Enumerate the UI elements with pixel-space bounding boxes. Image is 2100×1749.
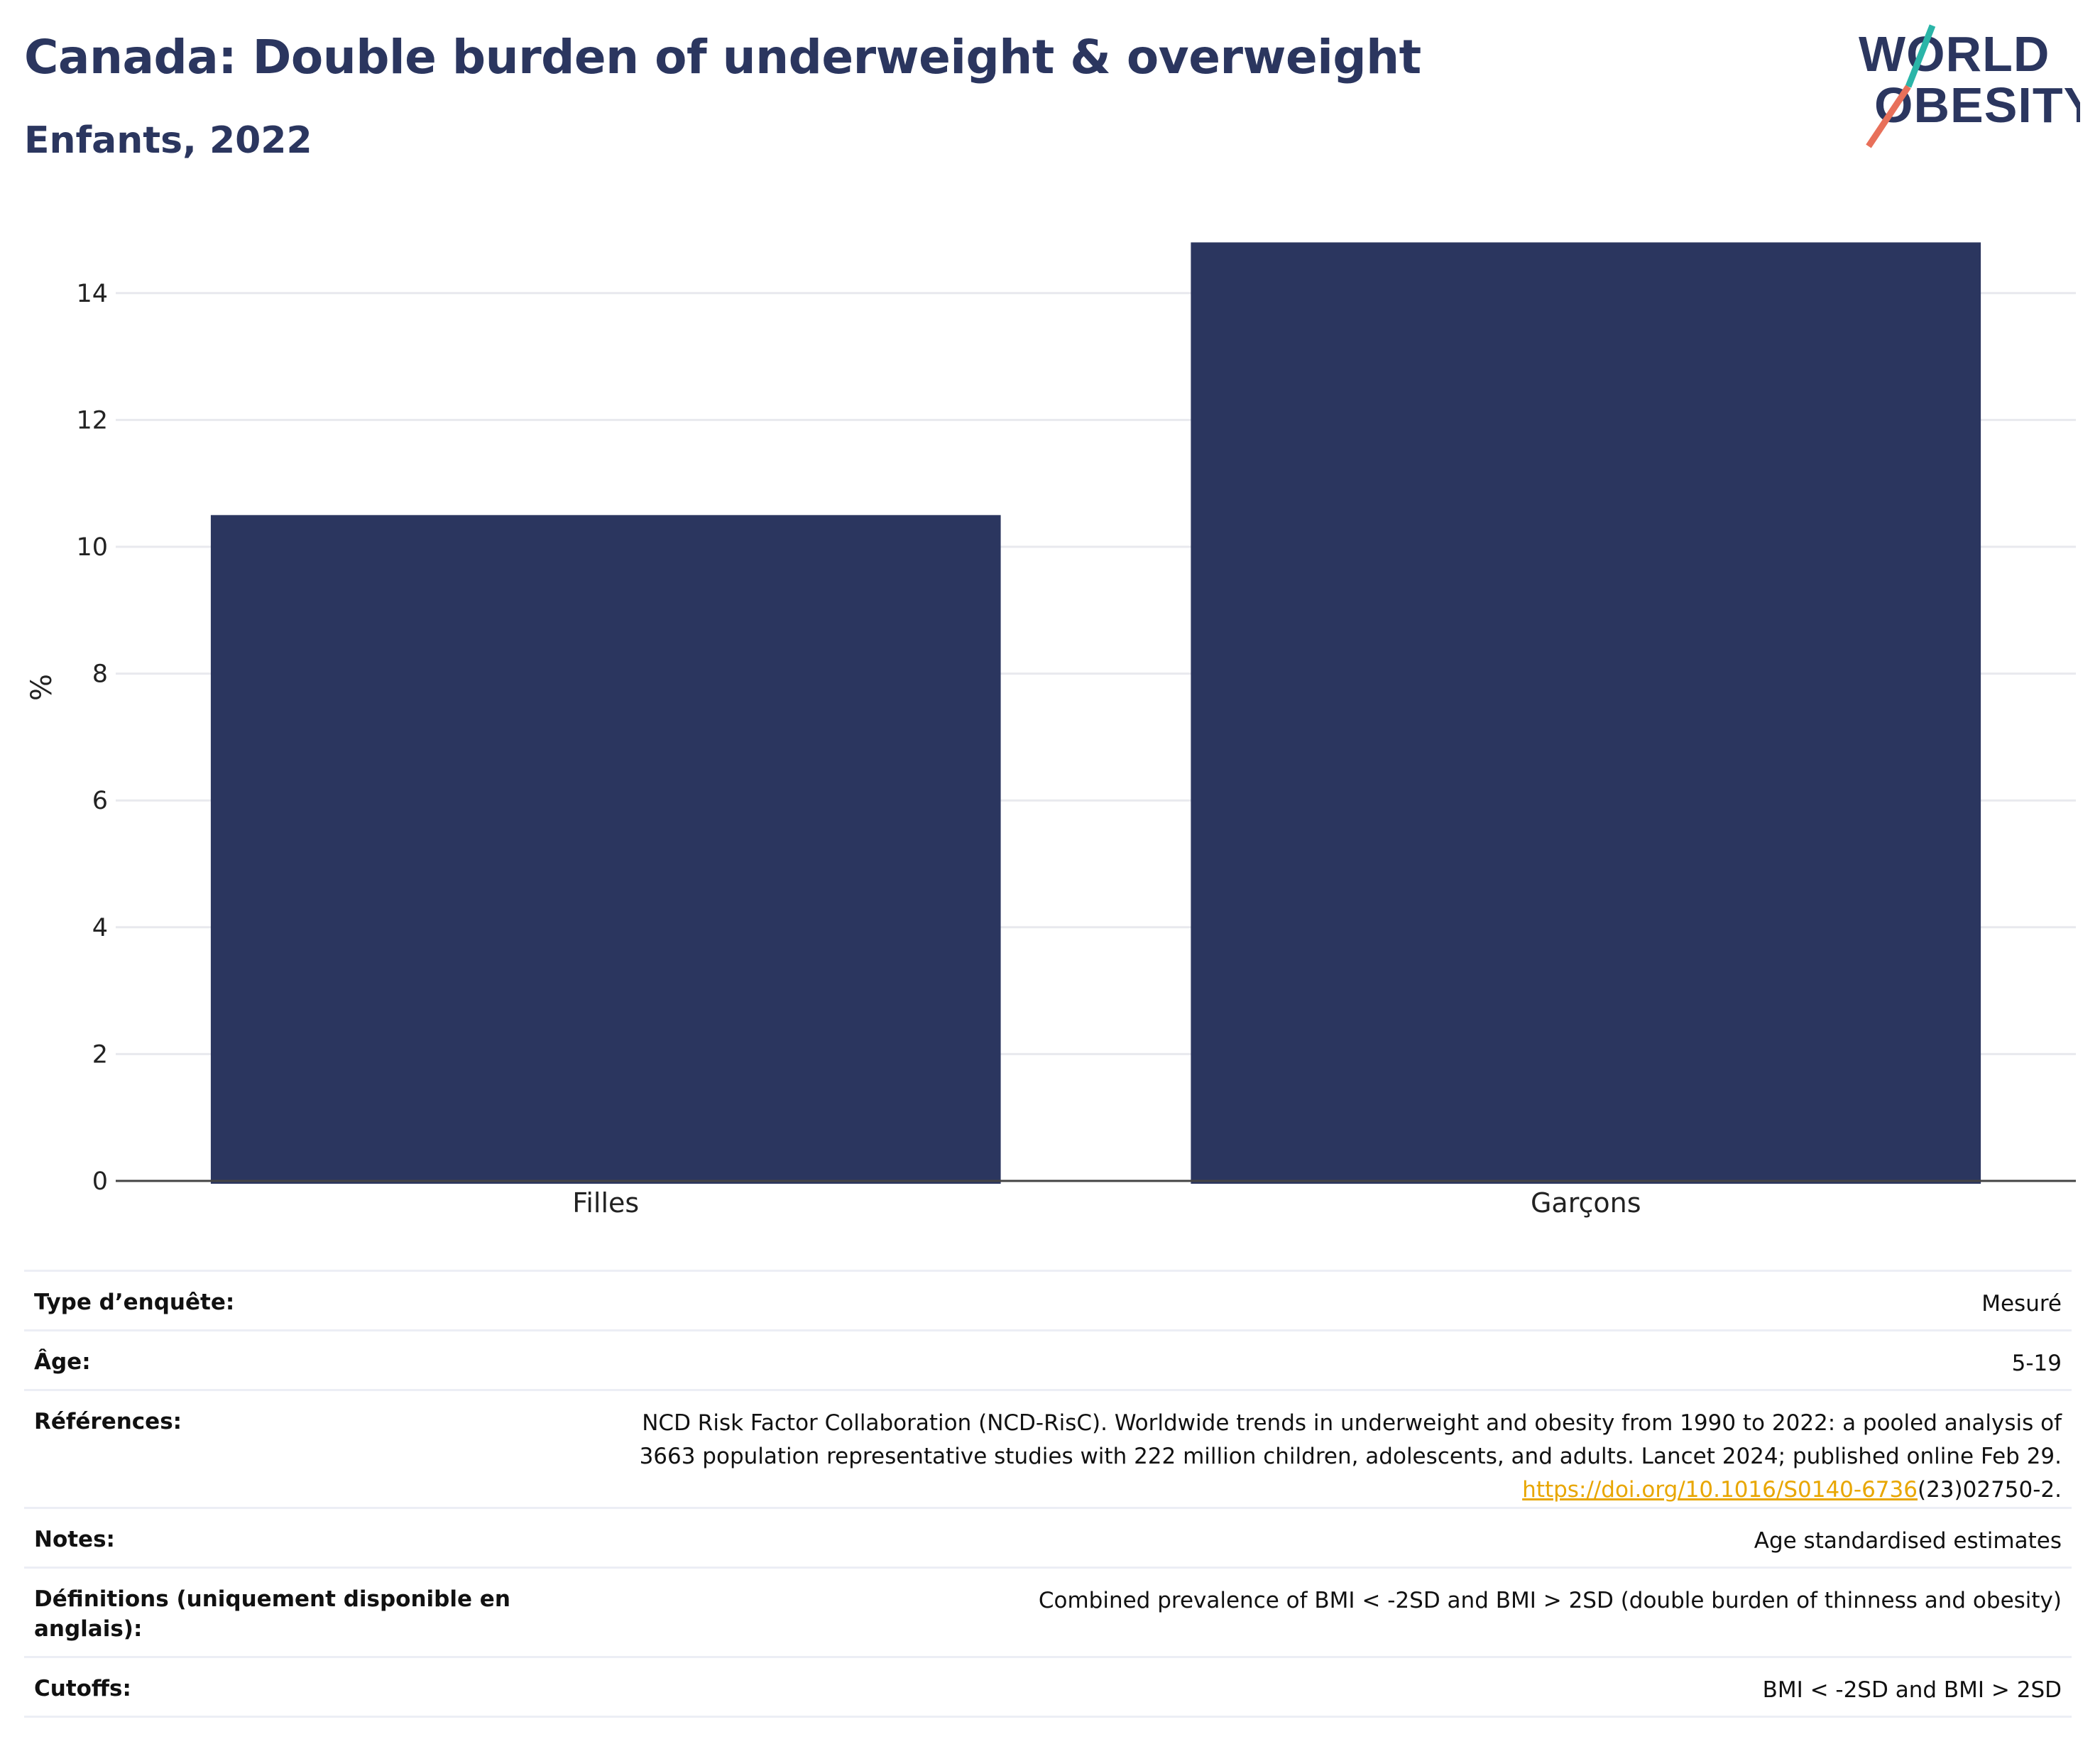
info-key-age: Âge:	[34, 1349, 91, 1375]
info-key-survey-type: Type d’enquête:	[34, 1290, 235, 1315]
bar-garcons[interactable]	[1191, 242, 1981, 1184]
info-row-cutoffs: Cutoffs: BMI < -2SD and BMI > 2SD	[24, 1658, 2072, 1718]
info-row-definitions: Définitions (uniquement disponible en an…	[24, 1569, 2072, 1658]
y-tick-label: 6	[92, 787, 108, 815]
y-tick-label: 12	[76, 406, 108, 435]
info-value-definitions: Combined prevalence of BMI < -2SD and BM…	[1038, 1588, 2062, 1613]
y-axis-title: %	[26, 674, 58, 701]
info-key-cutoffs: Cutoffs:	[34, 1676, 131, 1701]
reference-line-3: https://doi.org/10.1016/S0140-6736(23)02…	[640, 1473, 2062, 1507]
logo-slash-bottom	[1866, 85, 1911, 148]
info-value-notes: Age standardised estimates	[1754, 1528, 2062, 1554]
info-value-survey-type: Mesuré	[1981, 1291, 2062, 1317]
x-tick-label: Filles	[572, 1187, 639, 1219]
info-row-references: Références: NCD Risk Factor Collaboratio…	[24, 1391, 2072, 1509]
info-key-definitions: Définitions (uniquement disponible en an…	[34, 1586, 510, 1642]
reference-line-2: 3663 population representative studies w…	[639, 1444, 2062, 1469]
y-tick-label: 0	[92, 1167, 108, 1196]
info-row-age: Âge: 5-19	[24, 1331, 2072, 1391]
y-tick-label: 8	[92, 660, 108, 689]
info-value-references: NCD Risk Factor Collaboration (NCD-RisC)…	[640, 1407, 2062, 1507]
bar-filles[interactable]	[210, 515, 1001, 1184]
bars	[210, 242, 1981, 1184]
info-key-references: Références:	[34, 1409, 182, 1434]
logo-slash-top	[1905, 24, 1936, 88]
info-value-cutoffs: BMI < -2SD and BMI > 2SD	[1762, 1677, 2062, 1703]
reference-line-1: NCD Risk Factor Collaboration (NCD-RisC)…	[642, 1410, 2062, 1436]
y-tick-labels: 0 2 4 6 8 10 12 14	[76, 280, 108, 1196]
info-value-age: 5-19	[2011, 1351, 2062, 1376]
info-row-notes: Notes: Age standardised estimates	[24, 1509, 2072, 1569]
info-table: Type d’enquête: Mesuré Âge: 5-19 Référen…	[24, 1270, 2072, 1718]
y-tick-label: 14	[76, 280, 108, 308]
reference-doi-link[interactable]: https://doi.org/10.1016/S0140-6736	[1522, 1477, 1918, 1503]
bar-chart: 0 2 4 6 8 10 12 14 Filles Garçons %	[26, 242, 2076, 1219]
reference-doi-suffix: (23)02750-2.	[1917, 1477, 2062, 1503]
chart-subtitle: Enfants, 2022	[24, 119, 312, 162]
chart-title: Canada: Double burden of underweight & o…	[24, 30, 1421, 85]
y-tick-label: 4	[92, 914, 108, 942]
info-row-survey-type: Type d’enquête: Mesuré	[24, 1272, 2072, 1331]
y-tick-label: 10	[76, 533, 108, 562]
x-tick-label: Garçons	[1531, 1187, 1641, 1219]
logo-line-world: WORLD	[1859, 26, 2050, 82]
y-tick-label: 2	[92, 1040, 108, 1069]
info-key-notes: Notes:	[34, 1527, 115, 1552]
x-tick-labels: Filles Garçons	[572, 1187, 1641, 1219]
world-obesity-logo: WORLD OBESITY	[1859, 24, 2080, 148]
